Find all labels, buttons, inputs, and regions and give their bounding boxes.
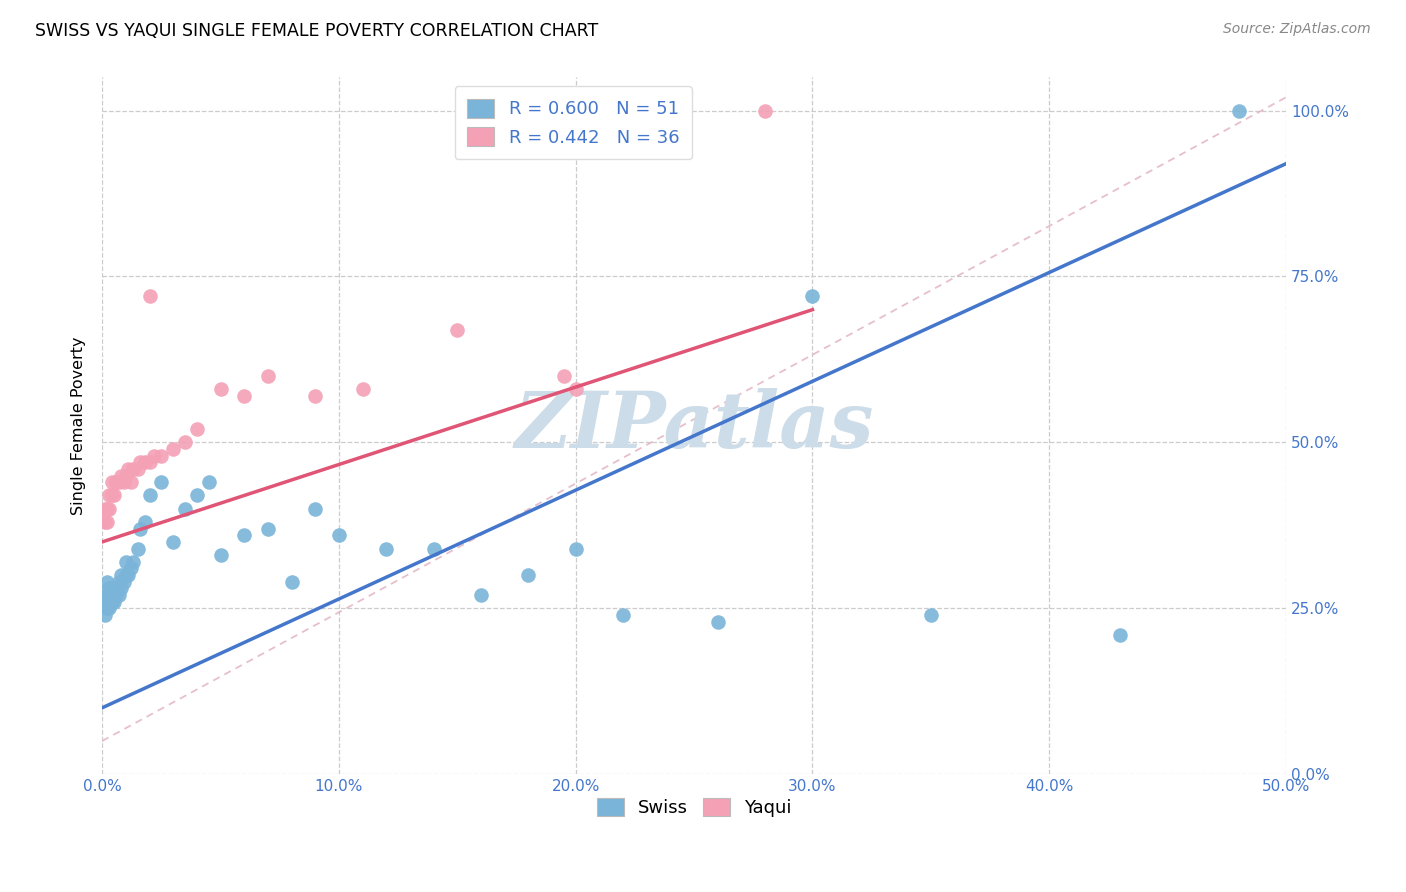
Point <box>553 369 575 384</box>
Point <box>122 462 145 476</box>
Point <box>110 468 132 483</box>
Point <box>96 501 118 516</box>
Point <box>197 475 219 490</box>
Point <box>98 501 121 516</box>
Point <box>107 574 129 589</box>
Point <box>446 322 468 336</box>
Point <box>706 615 728 629</box>
Point <box>115 568 138 582</box>
Point <box>143 449 166 463</box>
Point <box>100 582 122 596</box>
Point <box>96 601 118 615</box>
Point <box>422 541 444 556</box>
Point <box>110 582 132 596</box>
Point <box>186 422 208 436</box>
Point <box>138 488 160 502</box>
Point <box>117 568 139 582</box>
Point <box>103 582 125 596</box>
Point <box>138 455 160 469</box>
Point <box>107 588 129 602</box>
Point <box>96 588 118 602</box>
Point <box>93 515 115 529</box>
Point <box>162 442 184 456</box>
Point <box>209 548 232 562</box>
Point <box>564 541 586 556</box>
Point <box>352 382 374 396</box>
Point <box>93 501 115 516</box>
Point <box>105 475 128 490</box>
Point <box>98 601 121 615</box>
Point <box>1227 103 1250 118</box>
Point <box>138 289 160 303</box>
Point <box>233 389 256 403</box>
Point <box>98 488 121 502</box>
Point <box>120 475 142 490</box>
Point <box>100 488 122 502</box>
Point <box>103 488 125 502</box>
Point <box>304 501 326 516</box>
Point <box>115 468 138 483</box>
Point <box>375 541 398 556</box>
Point <box>98 594 121 608</box>
Point <box>1109 628 1132 642</box>
Text: SWISS VS YAQUI SINGLE FEMALE POVERTY CORRELATION CHART: SWISS VS YAQUI SINGLE FEMALE POVERTY COR… <box>35 22 599 40</box>
Point <box>754 103 776 118</box>
Point <box>98 582 121 596</box>
Point <box>127 541 149 556</box>
Point <box>257 369 280 384</box>
Point <box>112 475 135 490</box>
Point <box>105 582 128 596</box>
Point <box>150 449 173 463</box>
Point <box>134 455 156 469</box>
Point <box>233 528 256 542</box>
Point <box>209 382 232 396</box>
Point <box>93 588 115 602</box>
Point <box>564 382 586 396</box>
Point <box>162 535 184 549</box>
Point <box>120 561 142 575</box>
Point <box>100 594 122 608</box>
Point <box>110 568 132 582</box>
Point <box>186 488 208 502</box>
Point <box>470 588 492 602</box>
Point <box>920 607 942 622</box>
Point <box>103 594 125 608</box>
Point <box>280 574 302 589</box>
Point <box>129 522 152 536</box>
Point <box>127 462 149 476</box>
Point <box>134 515 156 529</box>
Point <box>801 289 824 303</box>
Point <box>174 501 197 516</box>
Point <box>93 607 115 622</box>
Point <box>107 475 129 490</box>
Point <box>517 568 540 582</box>
Text: Source: ZipAtlas.com: Source: ZipAtlas.com <box>1223 22 1371 37</box>
Point <box>122 555 145 569</box>
Point <box>112 574 135 589</box>
Point <box>117 462 139 476</box>
Text: ZIPatlas: ZIPatlas <box>515 387 873 464</box>
Legend: Swiss, Yaqui: Swiss, Yaqui <box>589 790 799 824</box>
Point <box>129 455 152 469</box>
Point <box>96 515 118 529</box>
Point <box>93 594 115 608</box>
Point <box>105 588 128 602</box>
Point <box>174 435 197 450</box>
Point <box>612 607 634 622</box>
Point <box>115 555 138 569</box>
Point <box>257 522 280 536</box>
Point <box>304 389 326 403</box>
Point <box>150 475 173 490</box>
Point <box>328 528 350 542</box>
Y-axis label: Single Female Poverty: Single Female Poverty <box>72 336 86 515</box>
Point <box>100 475 122 490</box>
Point <box>96 574 118 589</box>
